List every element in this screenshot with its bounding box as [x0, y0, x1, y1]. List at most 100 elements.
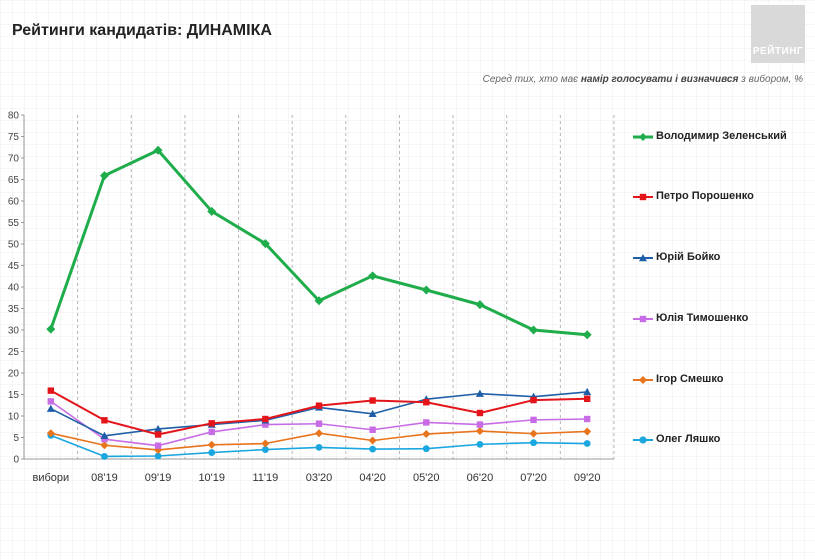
- data-point: [262, 415, 269, 423]
- data-point: [208, 420, 215, 427]
- data-point: [529, 325, 539, 335]
- legend-symbol: [639, 376, 647, 384]
- data-point: [207, 440, 216, 449]
- data-point: [475, 389, 484, 397]
- legend-marker: [633, 315, 653, 323]
- data-point: [261, 439, 270, 448]
- legend-symbol: [639, 254, 647, 262]
- subtitle-prefix: Серед тих, хто має: [482, 74, 581, 85]
- y-tick-label: 25: [8, 347, 20, 358]
- data-point: [368, 436, 377, 445]
- legend-label: Володимир Зеленський: [656, 130, 787, 142]
- legend-label: Ігор Смешко: [656, 373, 724, 385]
- data-point: [100, 441, 109, 450]
- data-point: [261, 446, 269, 453]
- x-tick-label: 08'19: [91, 472, 118, 484]
- y-tick-label: 45: [8, 261, 20, 272]
- data-point: [262, 421, 269, 428]
- data-point: [207, 206, 217, 216]
- legend-marker: [633, 254, 653, 262]
- data-point: [208, 449, 216, 456]
- y-tick-label: 80: [8, 111, 20, 122]
- data-point: [368, 271, 378, 281]
- data-point: [529, 429, 538, 438]
- data-point: [583, 415, 591, 423]
- y-tick-label: 10: [8, 412, 20, 423]
- legend-item: Петро Порошенко: [632, 189, 812, 205]
- data-point: [583, 387, 592, 396]
- data-point: [46, 429, 55, 438]
- logo-text: РЕЙТИНГ: [752, 46, 804, 57]
- y-tick-label: 15: [8, 390, 20, 401]
- data-point: [476, 421, 484, 428]
- y-tick-label: 70: [8, 154, 20, 165]
- data-point: [369, 426, 376, 433]
- data-point: [154, 452, 162, 460]
- data-point: [315, 443, 323, 451]
- legend-symbol: [639, 436, 647, 444]
- legend-marker: [633, 193, 653, 201]
- x-tick-label: 09'19: [145, 472, 172, 484]
- legend-label: Юрій Бойко: [656, 251, 721, 263]
- legend-item: Олег Ляшко: [632, 432, 812, 448]
- data-point: [46, 404, 55, 412]
- data-point: [476, 440, 484, 448]
- y-tick-label: 60: [8, 197, 20, 208]
- legend-label: Петро Порошенко: [656, 190, 754, 202]
- legend-marker: [633, 376, 653, 384]
- legend-label: Юлія Тимошенко: [656, 312, 749, 324]
- data-point: [101, 417, 108, 424]
- x-tick-label: 07'20: [520, 472, 547, 484]
- subtitle-bold: намір голосувати і визначився: [580, 74, 739, 85]
- y-tick-label: 0: [13, 455, 19, 466]
- legend-symbol: [639, 315, 647, 323]
- x-tick-label: 04'20: [359, 472, 386, 484]
- data-point: [314, 296, 324, 306]
- data-point: [422, 430, 431, 439]
- legend-marker: [633, 436, 653, 444]
- legend-item: Володимир Зеленський: [632, 129, 812, 145]
- x-tick-label: 06'20: [467, 472, 494, 484]
- legend-label: Олег Ляшко: [656, 433, 721, 445]
- y-tick-label: 50: [8, 240, 20, 251]
- data-point: [153, 145, 163, 155]
- legend-item: Юлія Тимошенко: [632, 311, 812, 327]
- data-point: [369, 397, 376, 404]
- data-point: [583, 395, 591, 402]
- data-point: [369, 445, 377, 453]
- x-tick-label: 03'20: [306, 472, 333, 484]
- data-point: [99, 171, 109, 181]
- data-point: [47, 398, 55, 405]
- logo: РЕЙТИНГ: [751, 5, 805, 63]
- y-tick-label: 20: [8, 369, 20, 380]
- data-point: [475, 427, 484, 436]
- legend-symbol: [639, 133, 647, 141]
- y-tick-label: 5: [13, 433, 19, 444]
- data-point: [530, 416, 537, 424]
- data-point: [368, 409, 377, 418]
- data-point: [530, 396, 537, 404]
- legend-marker: [633, 133, 653, 141]
- data-point: [475, 300, 485, 310]
- chart-subtitle: Серед тих, хто має намір голосувати і ви…: [483, 74, 803, 85]
- y-tick-label: 55: [8, 218, 20, 229]
- x-tick-label: 11'19: [252, 472, 278, 484]
- data-point: [101, 453, 108, 460]
- subtitle-suffix: з вибором, %: [738, 74, 803, 85]
- data-point: [260, 239, 270, 249]
- data-point: [423, 419, 430, 426]
- x-tick-label: 09'20: [574, 472, 601, 484]
- x-tick-label: 10'19: [198, 472, 225, 484]
- page-title: Рейтинги кандидатів: ДИНАМІКА: [12, 22, 272, 39]
- data-point: [421, 285, 431, 295]
- data-point: [422, 445, 430, 453]
- legend-item: Ігор Смешко: [632, 372, 812, 388]
- x-tick-label: вибори: [32, 472, 69, 484]
- y-tick-label: 35: [8, 304, 20, 315]
- y-tick-label: 75: [8, 132, 20, 143]
- data-point: [583, 440, 591, 447]
- data-point: [208, 428, 215, 436]
- data-point: [476, 409, 484, 417]
